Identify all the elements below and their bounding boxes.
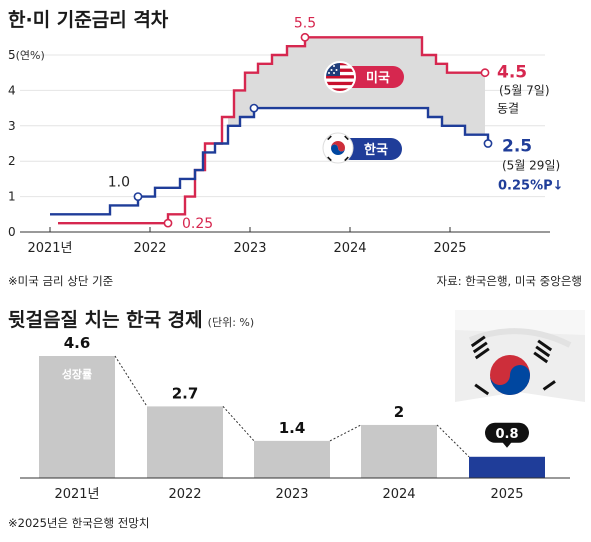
chart2-connectors	[114, 355, 470, 458]
x-tick-label: 2025	[490, 487, 523, 502]
chart2-unit-label: (단위: %)	[208, 316, 254, 329]
data-point-marker	[480, 68, 490, 78]
x-tick-label: 2022	[168, 487, 201, 502]
chart2-bars	[39, 356, 545, 478]
bar	[39, 356, 115, 478]
x-tick-label: 2025	[433, 241, 466, 256]
korea-rate-line	[50, 106, 490, 216]
x-tick-label: 2023	[275, 487, 308, 502]
chart1-markers	[133, 32, 493, 228]
korean-flag-illustration	[455, 310, 585, 402]
chart1-source: 자료: 한국은행, 미국 중앙은행	[437, 274, 582, 288]
chart1-unit-label: (연%)	[16, 49, 45, 62]
connector-line	[222, 406, 255, 442]
connector-line	[329, 424, 362, 442]
highlight-value-pill: 0.8	[485, 422, 529, 448]
y-tick-label: 5(연%)	[8, 48, 45, 62]
korea-early-label: 1.0	[108, 175, 130, 191]
bar-value-label: 4.6	[64, 334, 91, 352]
bar	[147, 406, 223, 478]
bar-value-label: 0.8	[495, 427, 518, 442]
connector-line	[114, 355, 148, 407]
us-peak-label: 5.5	[294, 15, 316, 31]
bar-value-label: 2	[394, 403, 404, 421]
bar-value-label: 1.4	[279, 419, 306, 437]
bar	[254, 440, 330, 478]
chart2-value-labels: 4.6 성장률 2.7 1.4 2 0.8	[62, 334, 529, 448]
us-rate-line	[58, 36, 485, 225]
korea-flag-icon	[322, 132, 354, 164]
korea-end-value: 2.5	[502, 137, 532, 157]
x-tick-label: 2024	[382, 487, 415, 502]
chart2-x-axis: 2021년 2022 2023 2024 2025	[54, 487, 523, 502]
us-flag-badge: 미국	[324, 61, 404, 93]
x-tick-label: 2023	[233, 241, 266, 256]
korea-flag-badge: 한국	[322, 132, 402, 164]
x-tick-label: 2024	[333, 241, 366, 256]
chart1-y-axis: 0 1 2 3 4 5(연%)	[8, 48, 45, 239]
data-point-marker	[249, 103, 259, 113]
x-tick-label: 2021년	[54, 487, 99, 502]
us-flag-label: 미국	[366, 70, 390, 86]
korea-flag-label: 한국	[364, 142, 388, 158]
x-tick-label: 2022	[133, 241, 166, 256]
gap-change-note: 0.25%P↓	[498, 179, 564, 194]
chart2-title: 뒷걸음질 치는 한국 경제 (단위: %)	[8, 309, 254, 331]
bar	[361, 424, 437, 478]
chart1-x-axis: 2021년 2022 2023 2024 2025	[27, 227, 467, 256]
korea-end-date: (5월 29일)	[502, 159, 560, 173]
x-tick-label: 2021년	[27, 241, 72, 256]
bar-value-label: 2.7	[172, 384, 199, 402]
data-point-marker	[133, 192, 143, 201]
us-flag-icon	[324, 61, 356, 93]
chart1-footnote: ※미국 금리 상단 기준	[8, 274, 113, 288]
data-point-marker	[483, 139, 493, 148]
data-point-marker	[300, 32, 310, 42]
us-end-date: (5월 7일)	[499, 84, 550, 98]
connector-line	[436, 424, 470, 458]
y-tick-label: 1	[8, 190, 16, 204]
y-tick-label: 3	[8, 119, 16, 133]
y-tick-label: 0	[8, 225, 16, 239]
series-label: 성장률	[62, 367, 92, 381]
us-end-value: 4.5	[497, 63, 527, 83]
data-point-marker	[163, 218, 173, 228]
us-low-label: 0.25	[182, 216, 213, 232]
bar	[469, 456, 545, 478]
y-tick-label: 4	[8, 83, 16, 97]
us-end-note: 동결	[497, 102, 519, 116]
y-tick-label: 2	[8, 154, 16, 168]
chart1-title: 한·미 기준금리 격차	[8, 9, 169, 31]
chart2-footnote: ※2025년은 한국은행 전망치	[8, 516, 149, 530]
